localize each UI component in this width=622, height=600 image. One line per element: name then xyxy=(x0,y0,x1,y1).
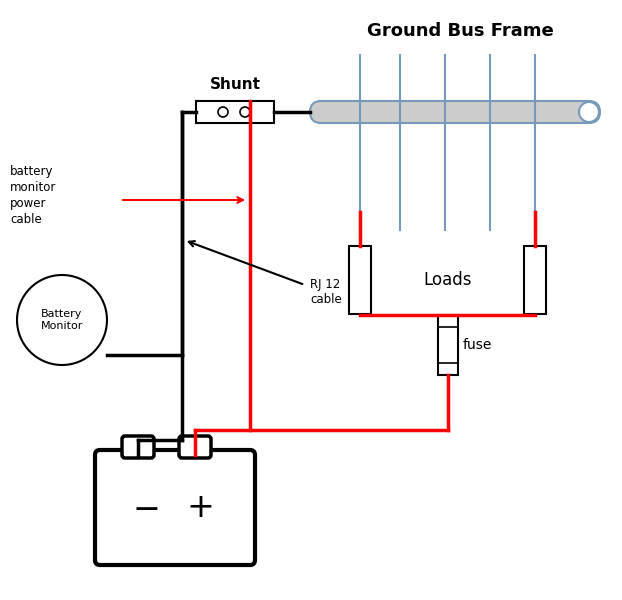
Text: Ground Bus Frame: Ground Bus Frame xyxy=(366,22,554,40)
Circle shape xyxy=(579,102,599,122)
Text: $+$: $+$ xyxy=(186,491,212,524)
Bar xyxy=(196,101,274,123)
Text: Shunt: Shunt xyxy=(210,77,261,92)
Text: battery
monitor
power
cable: battery monitor power cable xyxy=(10,165,57,226)
Text: Loads: Loads xyxy=(423,271,471,289)
Circle shape xyxy=(240,107,250,117)
Bar xyxy=(349,246,371,314)
Text: Battery
Monitor: Battery Monitor xyxy=(41,309,83,331)
Circle shape xyxy=(17,275,107,365)
FancyBboxPatch shape xyxy=(95,450,255,565)
Bar xyxy=(524,246,546,314)
FancyBboxPatch shape xyxy=(122,436,154,458)
Text: RJ 12
cable: RJ 12 cable xyxy=(310,278,341,306)
Text: $-$: $-$ xyxy=(132,491,158,524)
FancyBboxPatch shape xyxy=(310,101,600,123)
Text: fuse: fuse xyxy=(463,338,493,352)
FancyBboxPatch shape xyxy=(179,436,211,458)
Bar xyxy=(438,315,458,375)
Circle shape xyxy=(218,107,228,117)
